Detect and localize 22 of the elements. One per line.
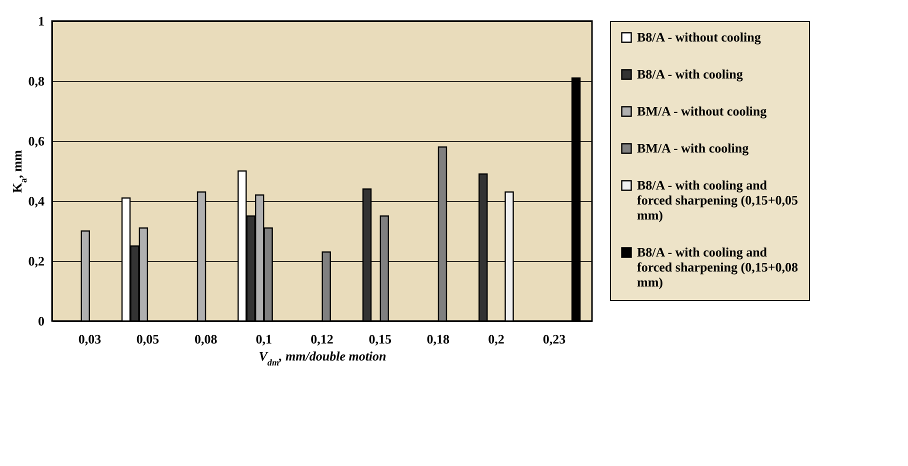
y-tick-label: 0,4: [28, 194, 45, 208]
x-tick-label: 0,1: [256, 332, 272, 346]
x-axis-title: V$_{dm}$, mm/double motion: [258, 348, 386, 368]
legend-label: B8/A - with cooling and forced sharpening (0,15+0,08 mm): [637, 244, 798, 290]
y-tick-label: 1: [38, 14, 44, 28]
legend-label: B8/A - with cooling: [637, 66, 744, 82]
x-tick-label: 0,18: [426, 332, 450, 346]
x-tick-label: 0,23: [542, 332, 566, 346]
x-tick-label: 0,12: [310, 332, 334, 346]
legend-label: B8/A - without cooling: [637, 30, 762, 44]
x-tick-label: 0,15: [368, 332, 392, 346]
y-tick-label: 0: [38, 314, 44, 328]
y-tick-label: 0,6: [28, 134, 45, 148]
legend-label: BM/A - without cooling: [637, 104, 768, 118]
legend-label: BM/A - with cooling: [637, 140, 750, 156]
x-tick-label: 0,05: [136, 332, 160, 346]
x-tick-label: 0,08: [194, 332, 218, 346]
y-tick-label: 0,2: [28, 254, 44, 268]
x-tick-label: 0,2: [488, 332, 504, 346]
x-tick-label: 0,03: [78, 332, 102, 346]
legend-label: B8/A - with cooling and forced sharpening (0,15+0,05 mm): [637, 178, 798, 222]
y-tick-label: 0,8: [28, 74, 45, 88]
